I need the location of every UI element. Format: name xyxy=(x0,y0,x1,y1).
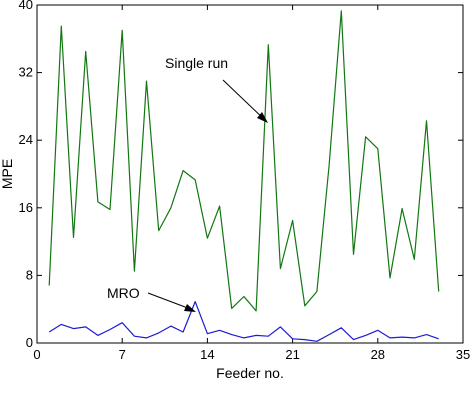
x-tick-label: 7 xyxy=(119,347,126,362)
single-run-annotation-arrowhead xyxy=(257,112,268,123)
y-axis-label: MPE xyxy=(0,159,15,189)
y-tick-label: 40 xyxy=(19,0,33,12)
axis-tick-labels: 0 7 14 21 28 35 0 8 16 24 32 40 xyxy=(19,0,471,362)
x-tick-label: 0 xyxy=(33,347,40,362)
x-tick-label: 14 xyxy=(200,347,214,362)
y-tick-label: 8 xyxy=(26,267,33,282)
plot-frame xyxy=(36,4,464,344)
x-axis-label: Feeder no. xyxy=(216,365,284,381)
axis-ticks xyxy=(36,4,464,344)
x-tick-label: 21 xyxy=(285,347,299,362)
mro-annotation-arrow xyxy=(147,292,194,311)
x-tick-label: 28 xyxy=(371,347,385,362)
mro-annotation-label: MRO xyxy=(107,285,140,301)
single-run-annotation-arrow xyxy=(222,79,267,122)
single-run-annotation-label: Single run xyxy=(165,55,228,71)
mro-annotation-arrowhead xyxy=(184,304,196,312)
y-tick-label: 0 xyxy=(26,335,33,350)
series-line-mro xyxy=(48,301,439,342)
y-tick-label: 24 xyxy=(19,132,33,147)
series-layer xyxy=(48,10,440,342)
y-tick-label: 32 xyxy=(19,65,33,80)
series-line-single-run xyxy=(48,10,440,312)
y-tick-label: 16 xyxy=(19,200,33,215)
annotations: Single run MRO xyxy=(107,55,268,312)
x-tick-label: 35 xyxy=(456,347,470,362)
